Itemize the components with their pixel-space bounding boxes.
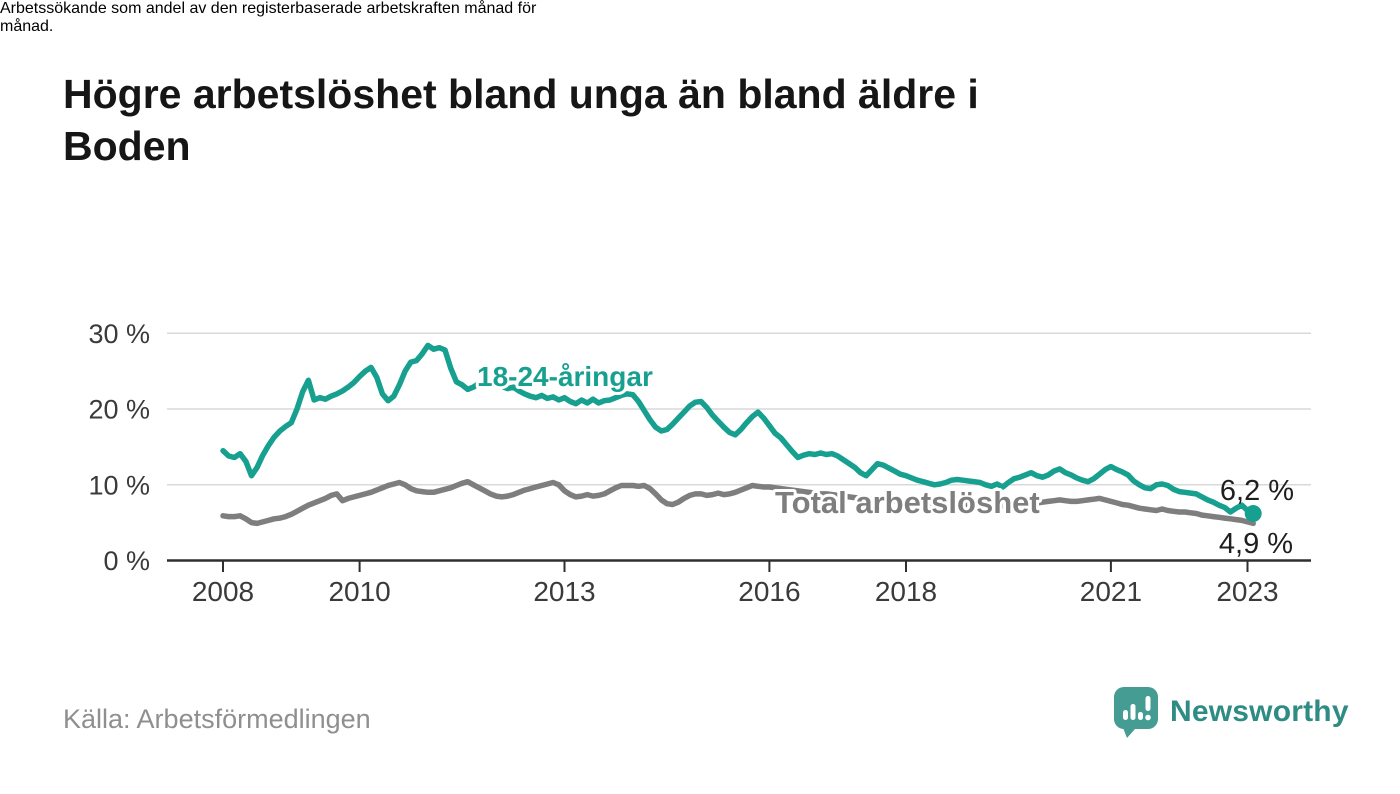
y-tick-label: 20 % [88,395,150,425]
x-tick-label: 2010 [328,576,390,607]
chart-subtitle-line1: Arbetssökande som andel av den registerb… [0,0,537,17]
x-tick-label: 2023 [1216,576,1278,607]
y-tick-label: 30 % [88,319,150,349]
series-line-total [220,478,1256,527]
source-note: Källa: Arbetsförmedlingen [63,704,371,734]
series-label-total: Total arbetslöshet [775,485,1040,520]
x-tick-label: 2018 [875,576,937,607]
page-title: Högre arbetslöshet bland unga än bland ä… [63,68,979,172]
endpoint-dot-youth [1244,505,1262,523]
series-label-youth: 18-24-åringar [477,361,653,392]
y-tick-label: 10 % [88,470,150,500]
page-title-line2: Boden [63,123,191,169]
x-tick-label: 2008 [192,576,254,607]
chart-subtitle-line2: månad. [0,18,54,35]
newsworthy-logo: Newsworthy [1113,686,1349,738]
x-axis: 2008 2010 2013 2016 2018 2021 2023 [192,561,1279,607]
gridlines [167,332,1311,562]
series-line-youth [220,342,1256,517]
x-tick-label: 2013 [533,576,595,607]
end-value-total: 4,9 % [1219,528,1293,560]
y-tick-label: 0 % [103,546,150,576]
newsworthy-wordmark: Newsworthy [1170,695,1349,728]
x-tick-label: 2021 [1080,576,1142,607]
newsworthy-bubble-chart-icon [1114,687,1158,738]
x-tick-label: 2016 [738,576,800,607]
end-value-youth: 6,2 % [1220,475,1294,507]
page-title-line1: Högre arbetslöshet bland unga än bland ä… [63,71,979,117]
y-axis-labels: 0 % 10 % 20 % 30 % [88,319,150,576]
